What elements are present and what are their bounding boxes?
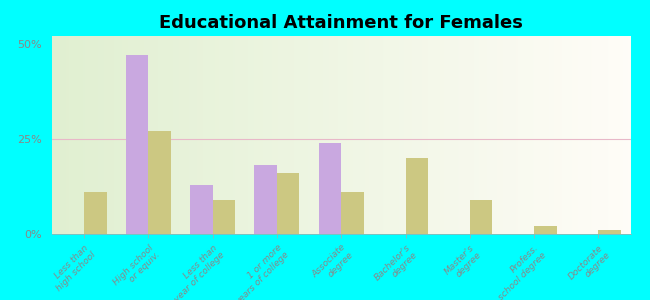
Title: Educational Attainment for Females: Educational Attainment for Females — [159, 14, 523, 32]
Bar — [470, 200, 492, 234]
Bar — [318, 142, 341, 234]
Bar — [84, 192, 107, 234]
Bar — [599, 230, 621, 234]
Bar — [341, 192, 364, 234]
Bar — [255, 166, 277, 234]
Bar — [277, 173, 300, 234]
Bar — [126, 55, 148, 234]
Bar — [406, 158, 428, 234]
Bar — [213, 200, 235, 234]
Bar — [534, 226, 556, 234]
Bar — [148, 131, 171, 234]
Bar — [190, 184, 213, 234]
